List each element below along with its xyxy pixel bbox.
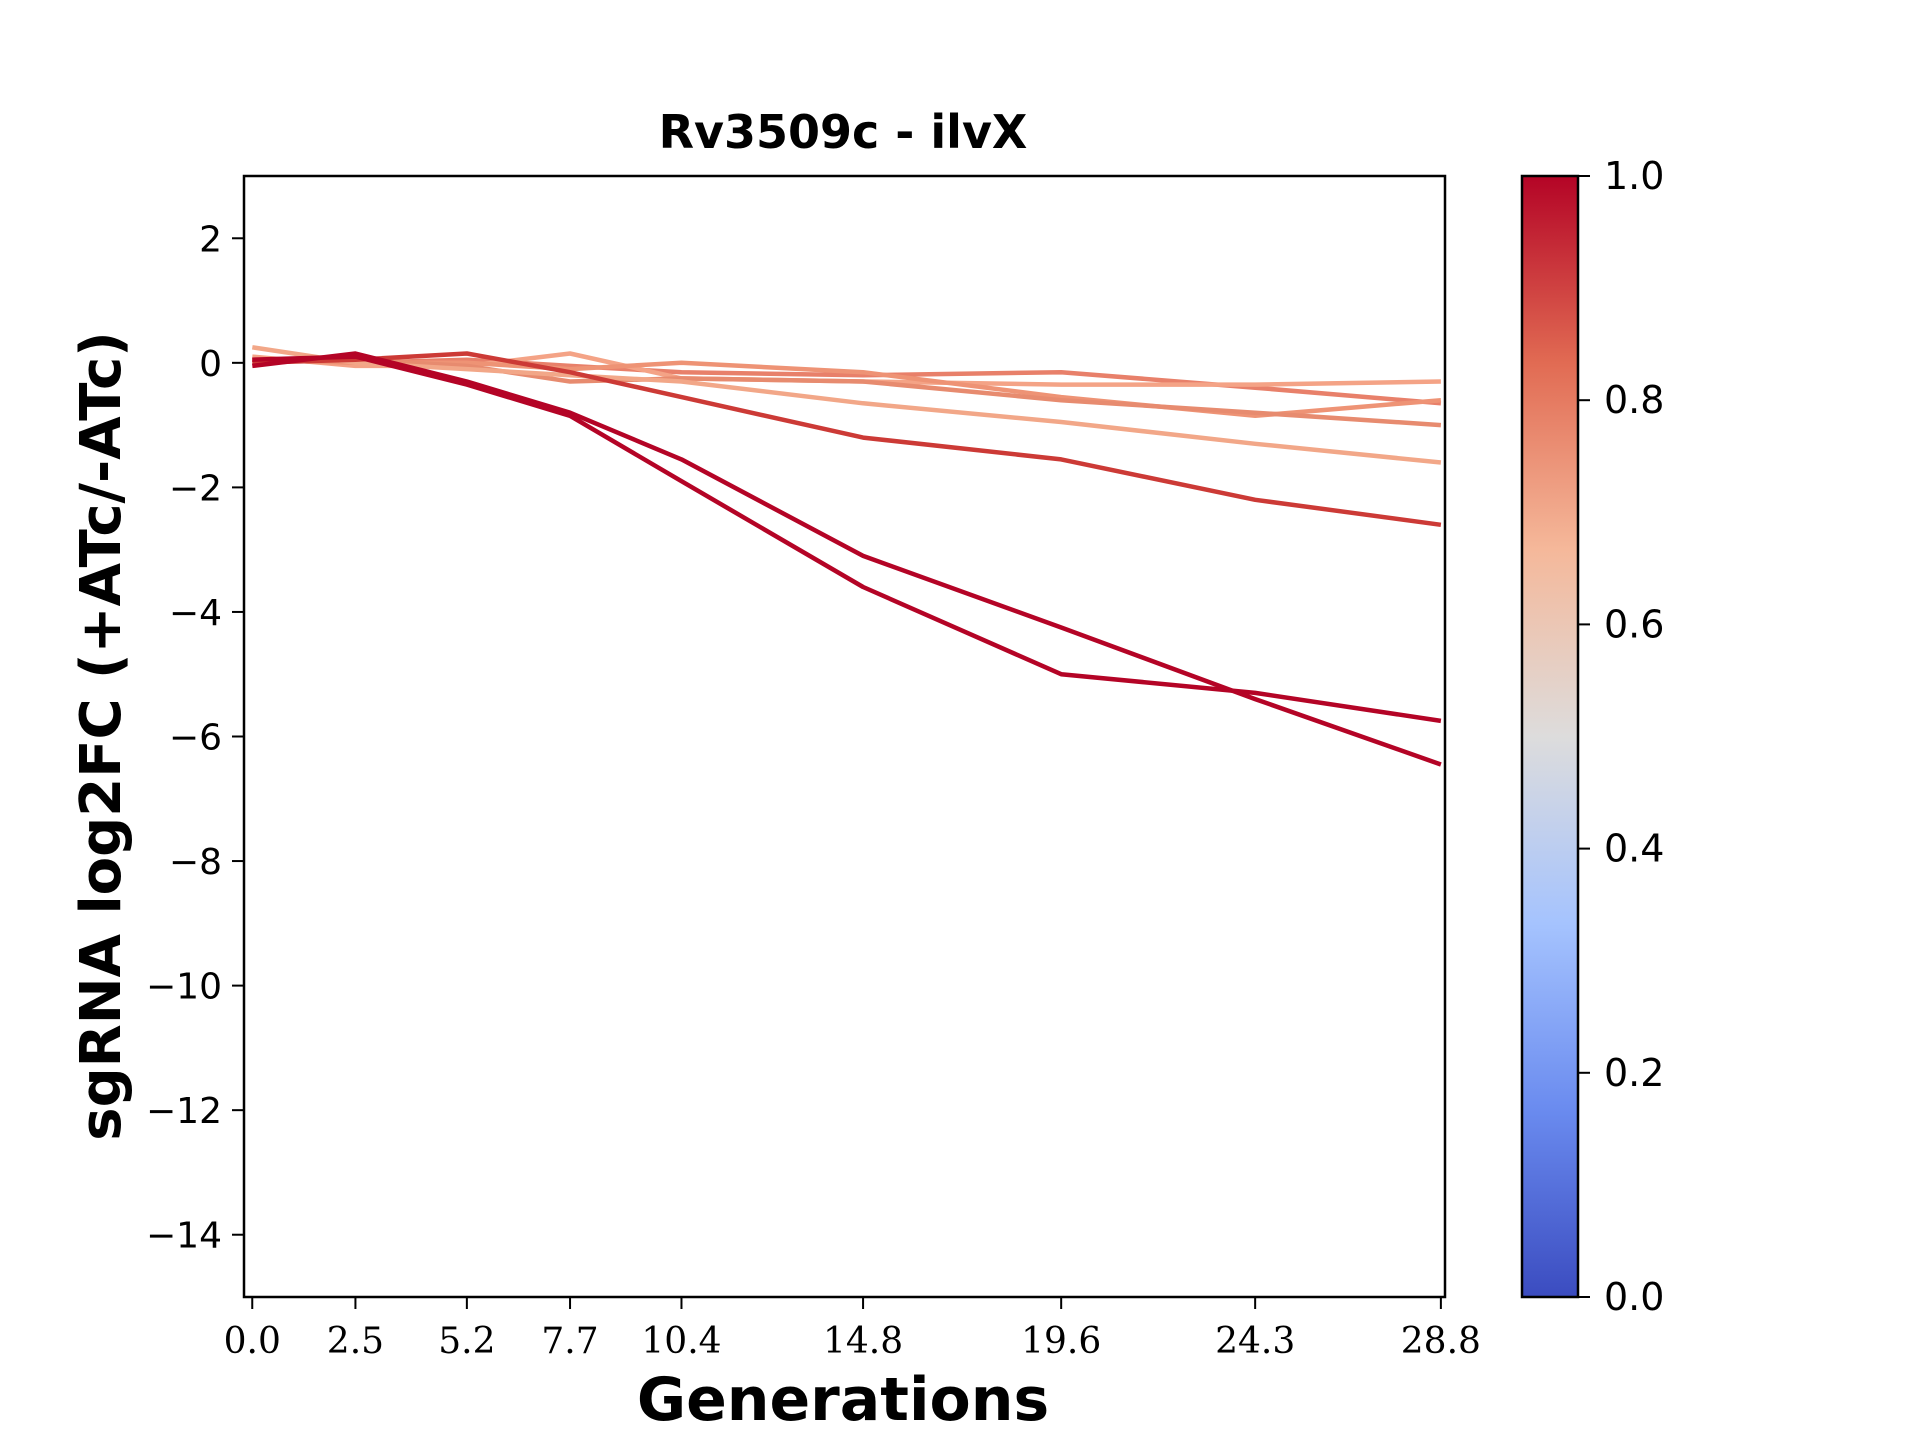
x-tick-label: 5.2	[438, 1321, 495, 1362]
colorbar-tick-label: 0.0	[1604, 1275, 1664, 1319]
y-tick-label: −8	[169, 842, 222, 883]
series-layer	[251, 345, 1442, 767]
y-tick-label: −12	[146, 1091, 222, 1132]
x-tick-label: 14.8	[823, 1321, 903, 1362]
series-line-7	[252, 351, 1442, 767]
plot-frame	[242, 174, 1447, 1299]
y-tick-label: 2	[199, 219, 222, 260]
colorbar-tick-label: 0.4	[1604, 827, 1664, 871]
x-tick-label: 7.7	[541, 1321, 598, 1362]
x-tick-label: 19.6	[1021, 1321, 1101, 1362]
y-tick-label: −6	[169, 718, 222, 759]
colorbar-tick-label: 0.2	[1604, 1051, 1664, 1095]
x-axis-label: Generations	[637, 1365, 1049, 1435]
x-tick-label: 28.8	[1401, 1321, 1481, 1362]
y-tick-label: 0	[199, 344, 222, 385]
x-tick-label: 10.4	[641, 1321, 721, 1362]
series-line-8	[252, 354, 1442, 724]
y-tick-label: −4	[169, 593, 222, 634]
x-axis: 0.0 2.5 5.2 7.7 10.4 14.8 19.6 24.3 28.8	[224, 1297, 1481, 1362]
x-tick-label: 24.3	[1215, 1321, 1295, 1362]
chart-title: Rv3509c - ilvX	[659, 105, 1028, 159]
y-tick-label: −2	[169, 468, 222, 509]
x-tick-label: 2.5	[327, 1321, 384, 1362]
colorbar	[1520, 174, 1580, 1299]
series-line-6	[252, 351, 1442, 528]
x-tick-label: 0.0	[224, 1321, 281, 1362]
y-tick-label: −14	[146, 1216, 222, 1257]
colorbar-tick-label: 0.6	[1604, 602, 1664, 646]
y-axis: 2 0 −2 −4 −6 −8 −10 −12 −14	[146, 219, 244, 1257]
colorbar-tick-label: 0.8	[1604, 378, 1664, 422]
colorbar-tick-label: 1.0	[1604, 154, 1664, 198]
y-axis-label: sgRNA log2FC (+ATc/-ATc)	[69, 331, 134, 1141]
colorbar-axis: 0.0 0.2 0.4 0.6 0.8 1.0	[1578, 154, 1664, 1319]
y-tick-label: −10	[146, 967, 222, 1008]
